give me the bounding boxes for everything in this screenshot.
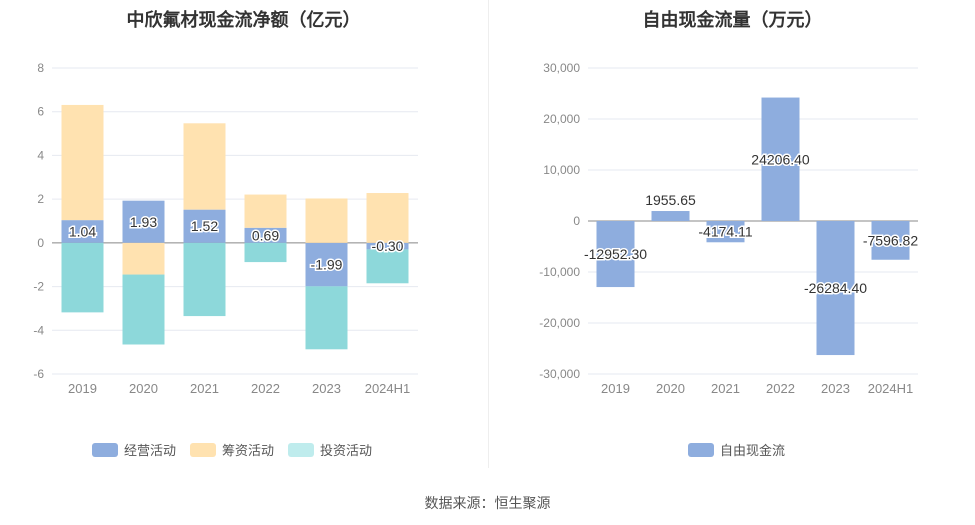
right-value-label-2020: 1955.65 — [645, 192, 696, 208]
left-bar-s0-2019[interactable] — [61, 220, 104, 243]
left-ytick-7: 8 — [37, 61, 44, 75]
right-bar-2021[interactable] — [706, 221, 745, 243]
legend-label-operating: 经营活动 — [124, 443, 177, 458]
right-value-label-2021: -4174.11 — [698, 224, 752, 240]
right-bar-2022[interactable] — [761, 97, 800, 221]
left-bar-s0-2023[interactable] — [305, 242, 348, 287]
data-source: 数据来源：恒生聚源 — [424, 495, 551, 511]
left-value-label-2020: 1.93 — [130, 214, 157, 230]
right-xtick-5: 2024H1 — [868, 381, 914, 396]
left-ytick-0: -6 — [33, 367, 44, 381]
left-ytick-3: 0 — [37, 236, 44, 250]
left-bar-s2-2021[interactable] — [183, 242, 226, 317]
right-ytick-5: 20,000 — [543, 112, 580, 126]
left-bar-s1-2020[interactable] — [122, 242, 165, 275]
left-bar-s1-2019[interactable] — [61, 104, 104, 221]
left-bar-s1-2024H1[interactable] — [366, 193, 409, 243]
legend-item-financing[interactable]: 筹资活动 — [190, 440, 274, 459]
left-xtick-1: 2020 — [129, 381, 158, 396]
left-ytick-6: 6 — [37, 105, 44, 119]
chart-divider — [488, 0, 489, 468]
left-bar-s2-2019[interactable] — [61, 242, 104, 313]
left-bar-s2-2024H1[interactable] — [366, 249, 409, 284]
left-bar-s1-2023[interactable] — [305, 198, 348, 243]
right-xtick-2: 2021 — [711, 381, 740, 396]
left-bar-s2-2023[interactable] — [305, 286, 348, 350]
right-value-label-2024H1: -7596.82 — [863, 232, 918, 248]
left-ytick-2: -2 — [33, 280, 44, 294]
left-value-label-2023: -1.99 — [311, 257, 343, 273]
right-value-label-2019: -12952.30 — [584, 246, 647, 262]
left-bar-s1-2021[interactable] — [183, 123, 226, 210]
left-value-label-2022: 0.69 — [252, 227, 279, 243]
left-bar-s2-2022[interactable] — [244, 242, 287, 263]
right-ytick-2: -10,000 — [539, 265, 580, 279]
right-bar-2019[interactable] — [596, 221, 635, 288]
left-ytick-1: -4 — [33, 323, 44, 337]
right-ytick-4: 10,000 — [543, 163, 580, 177]
right-xtick-3: 2022 — [766, 381, 795, 396]
right-legend: 自由现金流 — [688, 440, 785, 459]
right-ytick-0: -30,000 — [539, 367, 580, 381]
legend-swatch-investing — [288, 442, 315, 457]
right-bar-2023[interactable] — [816, 221, 855, 356]
legend-item-investing[interactable]: 投资活动 — [288, 440, 372, 459]
left-xtick-2: 2021 — [190, 381, 219, 396]
left-bar-s0-2022[interactable] — [244, 227, 287, 243]
right-chart: -30,000 -20,000 -10,000 0 10,000 20,000 30,000… — [539, 61, 920, 396]
left-value-label-2024H1: -0.30 — [372, 238, 404, 254]
left-xtick-4: 2023 — [312, 381, 341, 396]
left-bar-s1-2022[interactable] — [244, 194, 287, 228]
legend-swatch-operating — [92, 442, 118, 457]
legend-label-fcf: 自由现金流 — [720, 443, 786, 458]
left-value-label-2019: 1.04 — [69, 223, 96, 239]
legend-swatch-fcf — [688, 442, 714, 457]
left-bar-s0-2020[interactable] — [122, 200, 165, 243]
legend-label-investing: 投资活动 — [320, 443, 373, 458]
left-xtick-3: 2022 — [251, 381, 280, 396]
legend-label-financing: 筹资活动 — [222, 443, 275, 458]
left-legend: 经营活动 筹资活动 投资活动 — [92, 440, 372, 459]
right-xtick-1: 2020 — [656, 381, 685, 396]
right-value-label-2022: 24206.40 — [751, 151, 810, 167]
left-xtick-0: 2019 — [68, 381, 97, 396]
right-ytick-3: 0 — [573, 214, 580, 228]
left-bar-s0-2021[interactable] — [183, 209, 226, 243]
left-value-label-2021: 1.52 — [191, 218, 218, 234]
left-ytick-4: 2 — [37, 192, 44, 206]
right-xtick-4: 2023 — [821, 381, 850, 396]
legend-item-operating[interactable]: 经营活动 — [92, 440, 176, 459]
right-xtick-0: 2019 — [601, 381, 630, 396]
right-ytick-1: -20,000 — [539, 316, 580, 330]
left-chart-title: 中欣氟材现金流净额（亿元） — [126, 10, 361, 30]
right-value-label-2023: -26284.40 — [804, 280, 867, 296]
legend-swatch-financing — [190, 442, 217, 457]
right-chart-title: 自由现金流量（万元） — [642, 10, 823, 30]
left-bar-s0-2024H1[interactable] — [366, 242, 409, 250]
left-ytick-5: 4 — [37, 148, 44, 162]
right-bar-2024H1[interactable] — [871, 221, 910, 260]
left-bar-s2-2020[interactable] — [122, 274, 165, 345]
right-bar-2020[interactable] — [651, 211, 690, 221]
legend-item-fcf[interactable]: 自由现金流 — [688, 440, 785, 459]
right-ytick-6: 30,000 — [543, 61, 580, 75]
left-xtick-5: 2024H1 — [365, 381, 411, 396]
left-chart: -6 -4 -2 0 2 4 6 8 2019 2020 2021 2022 2023 2024H1 1.0… — [33, 61, 418, 396]
